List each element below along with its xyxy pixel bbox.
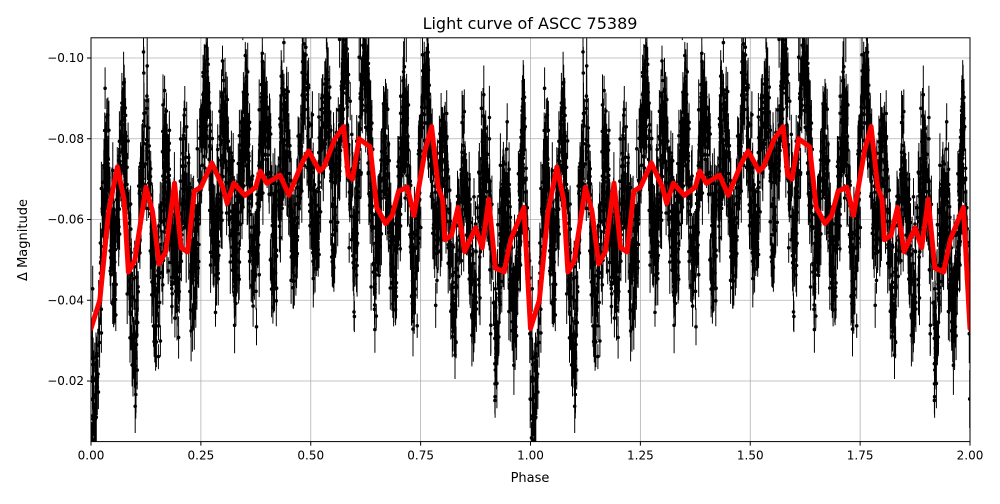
x-tick-label: 1.25	[627, 449, 654, 463]
y-tick-label: −0.02	[47, 374, 84, 388]
fit-line	[91, 124, 970, 331]
x-tick-label: 0.75	[407, 449, 434, 463]
data-point-markers	[91, 37, 970, 442]
x-tick-label: 2.00	[957, 449, 984, 463]
y-axis-label: Δ Magnitude	[16, 199, 31, 281]
chart-title: Light curve of ASCC 75389	[423, 14, 638, 33]
x-tick-label: 1.75	[847, 449, 874, 463]
y-tick-label: −0.10	[47, 51, 84, 65]
x-axis: 0.00 0.25 0.50 0.75 1.00 1.25 1.50 1.75 2.00	[78, 441, 984, 463]
x-tick-label: 1.50	[737, 449, 764, 463]
x-tick-label: 0.25	[188, 449, 215, 463]
x-axis-label: Phase	[511, 471, 550, 486]
x-tick-label: 0.50	[297, 449, 324, 463]
x-tick-label: 1.00	[517, 449, 544, 463]
y-tick-label: −0.06	[47, 213, 84, 227]
plot-frame	[90, 37, 971, 443]
x-tick-label: 0.00	[78, 449, 105, 463]
data-points	[91, 37, 970, 442]
y-tick-label: −0.08	[47, 132, 84, 146]
y-tick-label: −0.04	[47, 293, 84, 307]
y-axis: −0.10 −0.08 −0.06 −0.04 −0.02	[47, 51, 91, 388]
